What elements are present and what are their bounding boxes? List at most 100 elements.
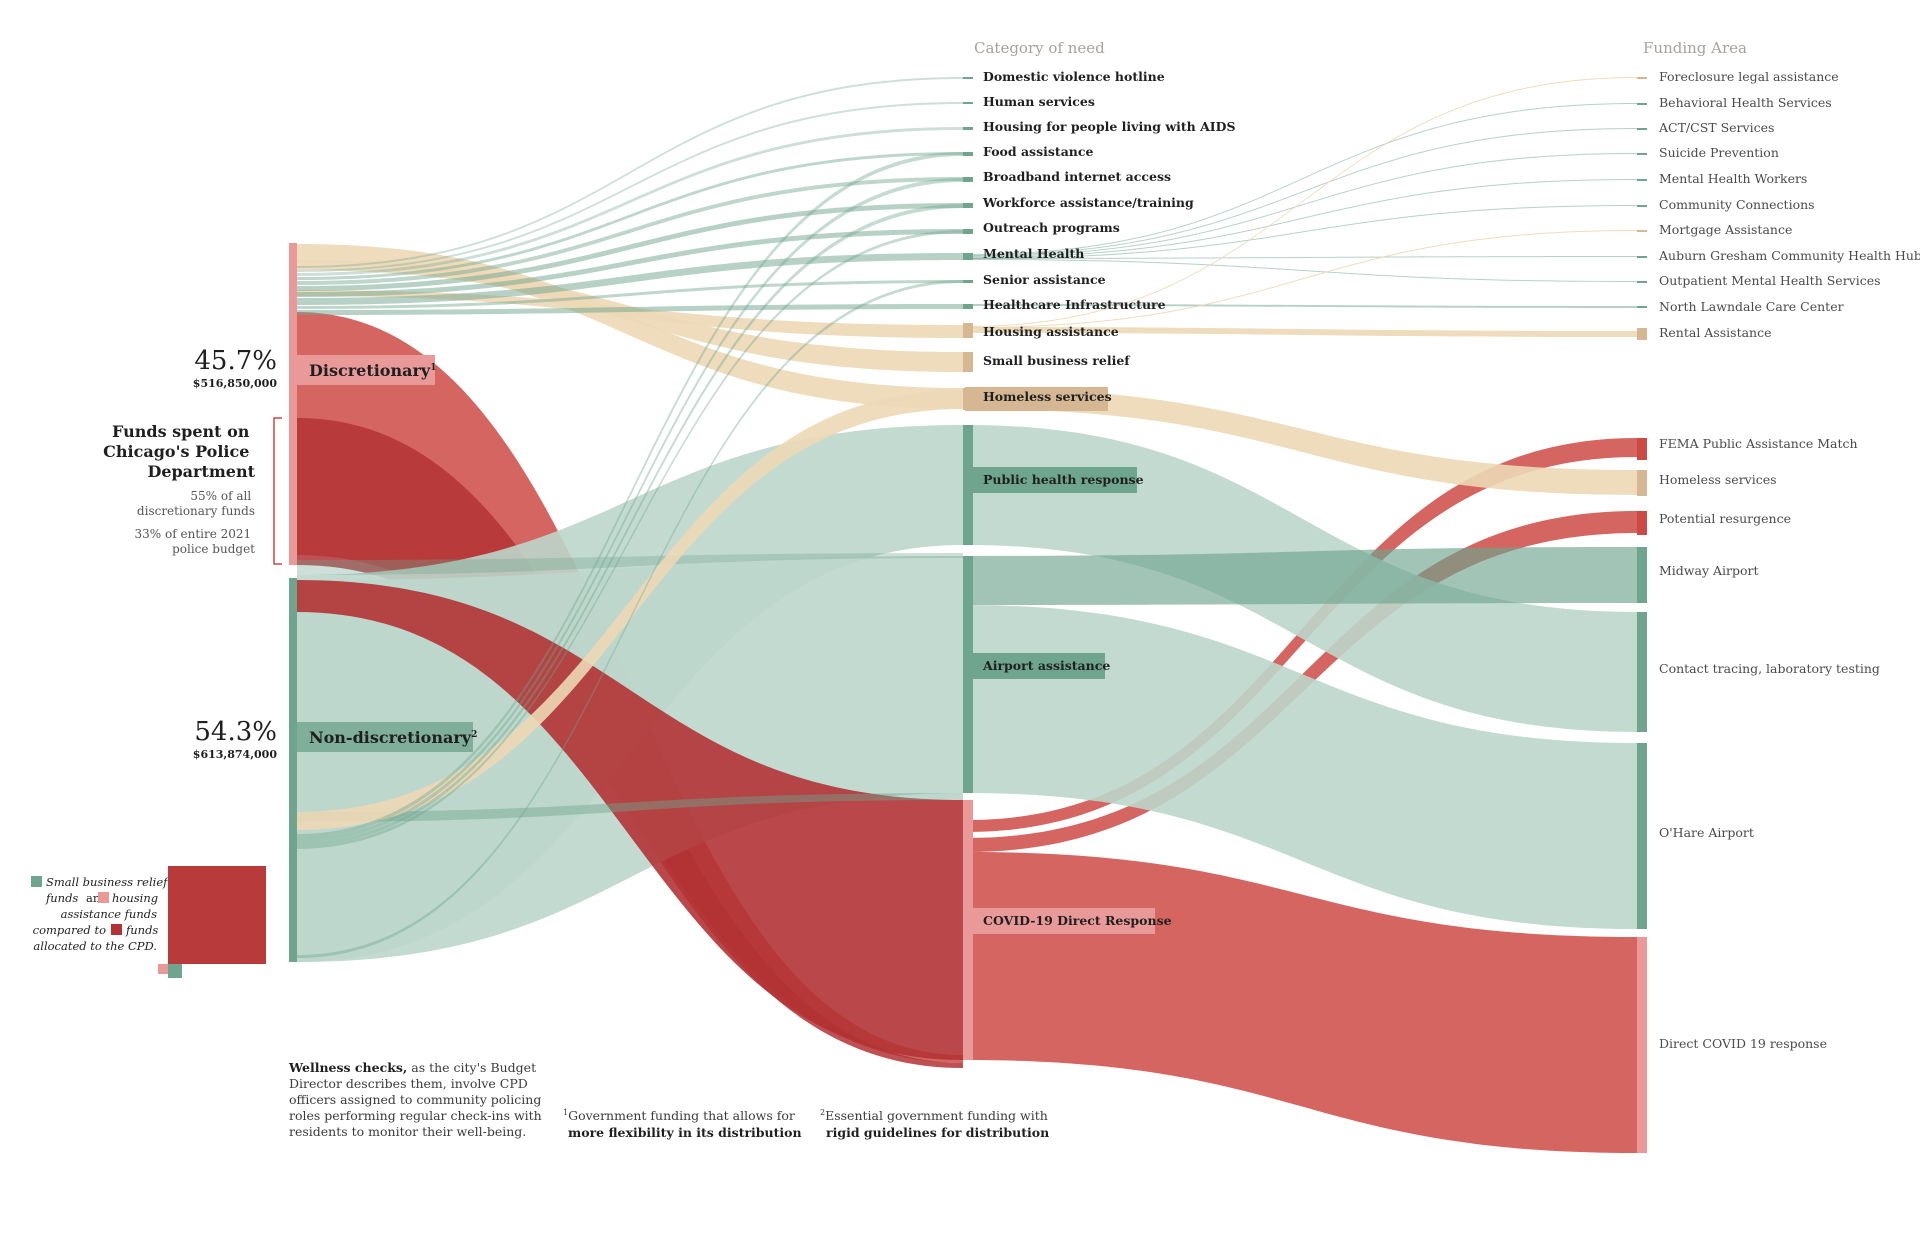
label-right-2: ACT/CST Services bbox=[1658, 120, 1774, 135]
node-right-17 bbox=[1637, 937, 1647, 1153]
label-right-0: Foreclosure legal assistance bbox=[1659, 69, 1839, 84]
legend-line-d2: funds bbox=[125, 923, 158, 937]
node-nondiscretionary bbox=[289, 578, 297, 962]
node-mid-4 bbox=[963, 177, 973, 182]
label-right-12: Homeless services bbox=[1659, 472, 1777, 487]
node-discretionary bbox=[289, 243, 297, 565]
legend-pink-swatch bbox=[98, 892, 109, 903]
nondiscretionary-amount: $613,874,000 bbox=[193, 748, 278, 761]
label-right-13: Potential resurgence bbox=[1659, 511, 1791, 526]
label-right-9: North Lawndale Care Center bbox=[1659, 299, 1844, 314]
node-mid-10 bbox=[963, 323, 973, 338]
label-right-10: Rental Assistance bbox=[1659, 325, 1772, 340]
discretionary-amount: $516,850,000 bbox=[193, 377, 278, 390]
link-disc-airport-thin bbox=[297, 553, 963, 575]
link-workforce bbox=[297, 203, 963, 291]
label-bg-public-health bbox=[973, 467, 1137, 493]
label-mid-15: COVID-19 Direct Response bbox=[983, 913, 1172, 928]
label-right-11: FEMA Public Assistance Match bbox=[1659, 436, 1858, 451]
legend-cpd-square bbox=[168, 866, 266, 964]
label-right-16: O'Hare Airport bbox=[1659, 825, 1754, 840]
label-mid-14: Airport assistance bbox=[982, 658, 1110, 673]
wellness-note: Wellness checks, as the city's Budget Dir… bbox=[288, 1060, 546, 1139]
link-mh-auburn bbox=[967, 256, 1637, 259]
link-senior bbox=[297, 280, 963, 309]
link-healthcare bbox=[297, 304, 963, 315]
flow-labels: Domestic violence hotline Human services H… bbox=[965, 69, 1920, 1051]
link-mh-suicide bbox=[967, 153, 1637, 257]
node-right-5 bbox=[1637, 205, 1647, 207]
node-right-13 bbox=[1637, 511, 1647, 535]
node-mid-14 bbox=[963, 556, 973, 793]
label-right-1: Behavioral Health Services bbox=[1659, 95, 1832, 110]
link-nd-senior bbox=[297, 280, 963, 958]
label-mid-5: Workforce assistance/training bbox=[982, 195, 1194, 210]
label-right-3: Suicide Prevention bbox=[1659, 145, 1779, 160]
node-mid-5 bbox=[963, 203, 973, 208]
label-right-7: Auburn Gresham Community Health Hub bbox=[1658, 248, 1920, 263]
link-dv bbox=[297, 77, 963, 268]
legend-line-e: allocated to the CPD. bbox=[33, 939, 157, 953]
node-mid-8 bbox=[963, 280, 973, 283]
discretionary-label: Discretionary1 bbox=[309, 361, 436, 380]
node-right-9 bbox=[1637, 306, 1647, 308]
node-mid-9 bbox=[963, 304, 973, 309]
flow-nodes bbox=[289, 77, 1647, 1153]
link-broadband bbox=[297, 177, 963, 285]
link-nd-broad bbox=[297, 178, 963, 842]
legend-line-b3: housing bbox=[112, 891, 158, 905]
nondiscretionary-label-bg bbox=[297, 722, 473, 752]
node-mid-6 bbox=[963, 229, 973, 234]
link-mh-act bbox=[967, 128, 1637, 256]
link-disc-housing bbox=[297, 290, 963, 338]
link-homeless-services bbox=[967, 388, 1637, 495]
legend-smallbiz-square bbox=[168, 964, 182, 978]
link-hc-lawndale bbox=[967, 304, 1637, 308]
link-nd-out bbox=[297, 230, 963, 849]
legend-green-swatch bbox=[31, 876, 42, 887]
link-rental bbox=[967, 327, 1637, 337]
label-mid-10: Housing assistance bbox=[983, 324, 1119, 339]
label-right-4: Mental Health Workers bbox=[1659, 171, 1807, 186]
node-right-11 bbox=[1637, 438, 1647, 460]
node-mid-1 bbox=[963, 102, 973, 104]
label-right-6: Mortgage Assistance bbox=[1659, 222, 1792, 237]
label-right-17: Direct COVID 19 response bbox=[1659, 1036, 1827, 1051]
legend-housing-square bbox=[158, 964, 168, 974]
link-mh-outpatient bbox=[967, 259, 1637, 282]
link-foreclosure bbox=[967, 77, 1637, 327]
label-mid-0: Domestic violence hotline bbox=[983, 69, 1165, 84]
funding-header: Funding Area bbox=[1643, 39, 1747, 57]
label-mid-13: Public health response bbox=[983, 472, 1144, 487]
link-midway bbox=[967, 547, 1637, 605]
link-mh-behavioral bbox=[967, 103, 1637, 255]
node-right-8 bbox=[1637, 281, 1647, 283]
node-mid-15 bbox=[963, 800, 973, 1060]
label-right-14: Midway Airport bbox=[1659, 563, 1759, 578]
discretionary-pct: 45.7% bbox=[194, 346, 277, 376]
link-human bbox=[297, 102, 963, 272]
link-nondisc-homeless bbox=[297, 390, 963, 830]
nondiscretionary-pct: 54.3% bbox=[194, 717, 277, 747]
node-right-6 bbox=[1637, 230, 1647, 232]
link-mental bbox=[297, 253, 963, 305]
label-mid-9: Healthcare Infrastructure bbox=[983, 297, 1166, 312]
node-right-3 bbox=[1637, 153, 1647, 155]
legend-line-d1: compared to bbox=[33, 923, 106, 937]
category-header: Category of need bbox=[974, 39, 1105, 57]
label-mid-11: Small business relief bbox=[983, 353, 1131, 368]
label-mid-1: Human services bbox=[983, 94, 1095, 109]
node-mid-13 bbox=[963, 425, 973, 545]
node-right-1 bbox=[1637, 103, 1647, 105]
link-food bbox=[297, 152, 963, 280]
nondiscretionary-label: Non-discretionary2 bbox=[309, 728, 477, 747]
node-mid-3 bbox=[963, 152, 973, 156]
label-mid-6: Outreach programs bbox=[983, 220, 1120, 235]
label-bg-airport bbox=[973, 653, 1105, 679]
legend-line-c: assistance funds bbox=[61, 907, 157, 921]
node-mid-2 bbox=[963, 127, 973, 130]
label-mid-3: Food assistance bbox=[983, 144, 1093, 159]
footnote-1: 1Government funding that allows for more… bbox=[563, 1108, 802, 1140]
label-mid-2: Housing for people living with AIDS bbox=[983, 119, 1236, 134]
